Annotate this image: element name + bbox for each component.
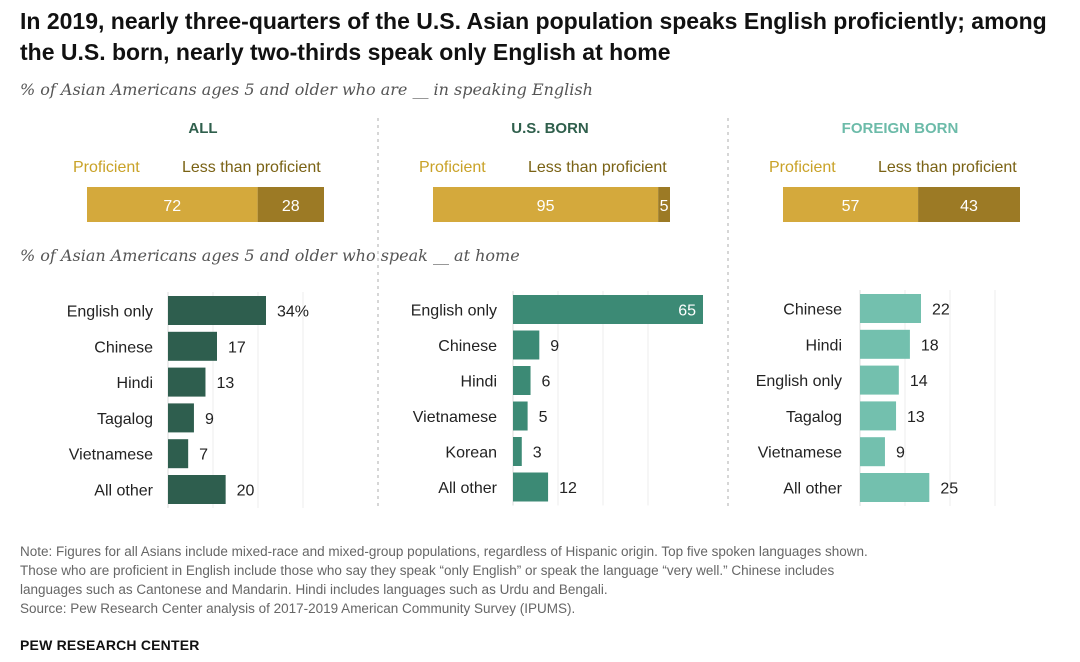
category-label: Vietnamese [413,409,497,426]
proficient-value-label: 57 [842,198,860,215]
category-label: English only [411,303,497,320]
brand-name: PEW RESEARCH CENTER [20,637,200,653]
category-label: All other [438,480,497,497]
less-proficient-bar [658,187,670,222]
bar-value-label: 9 [896,445,905,462]
legend-proficient: Proficient [769,159,836,176]
language-bar [860,365,899,395]
language-bar [513,401,528,431]
language-bar [168,296,266,325]
category-label: English only [67,304,153,321]
bar-value-label: 13 [907,409,925,426]
less-proficient-value-label: 28 [282,198,300,215]
legend-less-proficient: Less than proficient [878,159,1017,176]
proficient-bar [783,187,919,222]
panel-heading: FOREIGN BORN [842,120,959,137]
language-bar [860,294,921,323]
category-label: Korean [445,445,497,462]
language-bar [168,439,189,469]
home-language-subtitle: % of Asian Americans ages 5 and older wh… [20,246,520,265]
category-label: All other [783,481,842,498]
category-label: Hindi [117,375,153,392]
note-line: Note: Figures for all Asians include mix… [20,544,868,559]
chart-title: In 2019, nearly three-quarters of the U.… [20,8,1047,65]
legend-proficient: Proficient [73,159,140,176]
panel-heading: ALL [188,120,217,137]
chart-notes: Note: Figures for all Asians include mix… [20,542,1065,618]
bar-value-label: 12 [559,480,577,497]
bar-value-label: 13 [216,375,234,392]
category-label: Chinese [94,339,153,356]
note-line: Those who are proficient in English incl… [20,563,835,578]
language-bar [860,329,910,359]
bar-value-label: 6 [542,374,551,391]
bar-value-label: 9 [550,338,559,355]
language-bar [860,401,897,431]
chart-canvas: ALL Proficient Less than proficient 72 28 U.S… [67,118,1020,510]
bar-value-label: 20 [237,483,255,500]
bar-value-label: 25 [940,481,958,498]
less-proficient-bar [257,187,324,222]
language-bar [168,403,194,433]
less-proficient-value-label: 5 [660,198,669,215]
category-label: Vietnamese [69,447,153,464]
less-proficient-bar [918,187,1020,222]
category-label: Hindi [461,374,497,391]
language-bar [168,367,206,397]
language-bar [168,475,226,504]
legend-proficient: Proficient [419,159,486,176]
proficient-bar [87,187,258,222]
language-bar [168,331,217,361]
language-bar [860,437,885,467]
language-bar [513,472,549,502]
bar-value-label: 18 [921,337,939,354]
bar-value-label: 9 [205,411,214,428]
bar-value-label: 22 [932,302,950,319]
bar-value-label: 5 [539,409,548,426]
category-label: English only [756,373,842,390]
language-bar [513,330,540,360]
category-label: Chinese [783,302,842,319]
bar-value-label: 34% [277,304,309,321]
language-bar [513,366,531,395]
bar-value-label: 65 [678,303,696,320]
source-line: Source: Pew Research Center analysis of … [20,601,576,616]
proficient-bar [433,187,659,222]
category-label: Chinese [438,338,497,355]
category-label: Vietnamese [758,445,842,462]
bar-value-label: 17 [228,339,246,356]
category-label: Tagalog [97,411,153,428]
note-line: languages such as Cantonese and Mandarin… [20,582,608,597]
panel-heading: U.S. BORN [511,120,589,137]
language-bar [513,437,522,466]
bar-value-label: 14 [910,373,928,390]
language-bar [860,473,930,502]
less-proficient-value-label: 43 [960,198,978,215]
bar-value-label: 3 [533,445,542,462]
category-label: Hindi [806,337,842,354]
category-label: Tagalog [786,409,842,426]
proficient-value-label: 72 [163,198,181,215]
category-label: All other [94,483,153,500]
language-bar [513,295,703,324]
proficient-value-label: 95 [537,198,555,215]
legend-less-proficient: Less than proficient [528,159,667,176]
proficiency-subtitle: % of Asian Americans ages 5 and older wh… [20,80,593,99]
bar-value-label: 7 [199,447,208,464]
legend-less-proficient: Less than proficient [182,159,321,176]
